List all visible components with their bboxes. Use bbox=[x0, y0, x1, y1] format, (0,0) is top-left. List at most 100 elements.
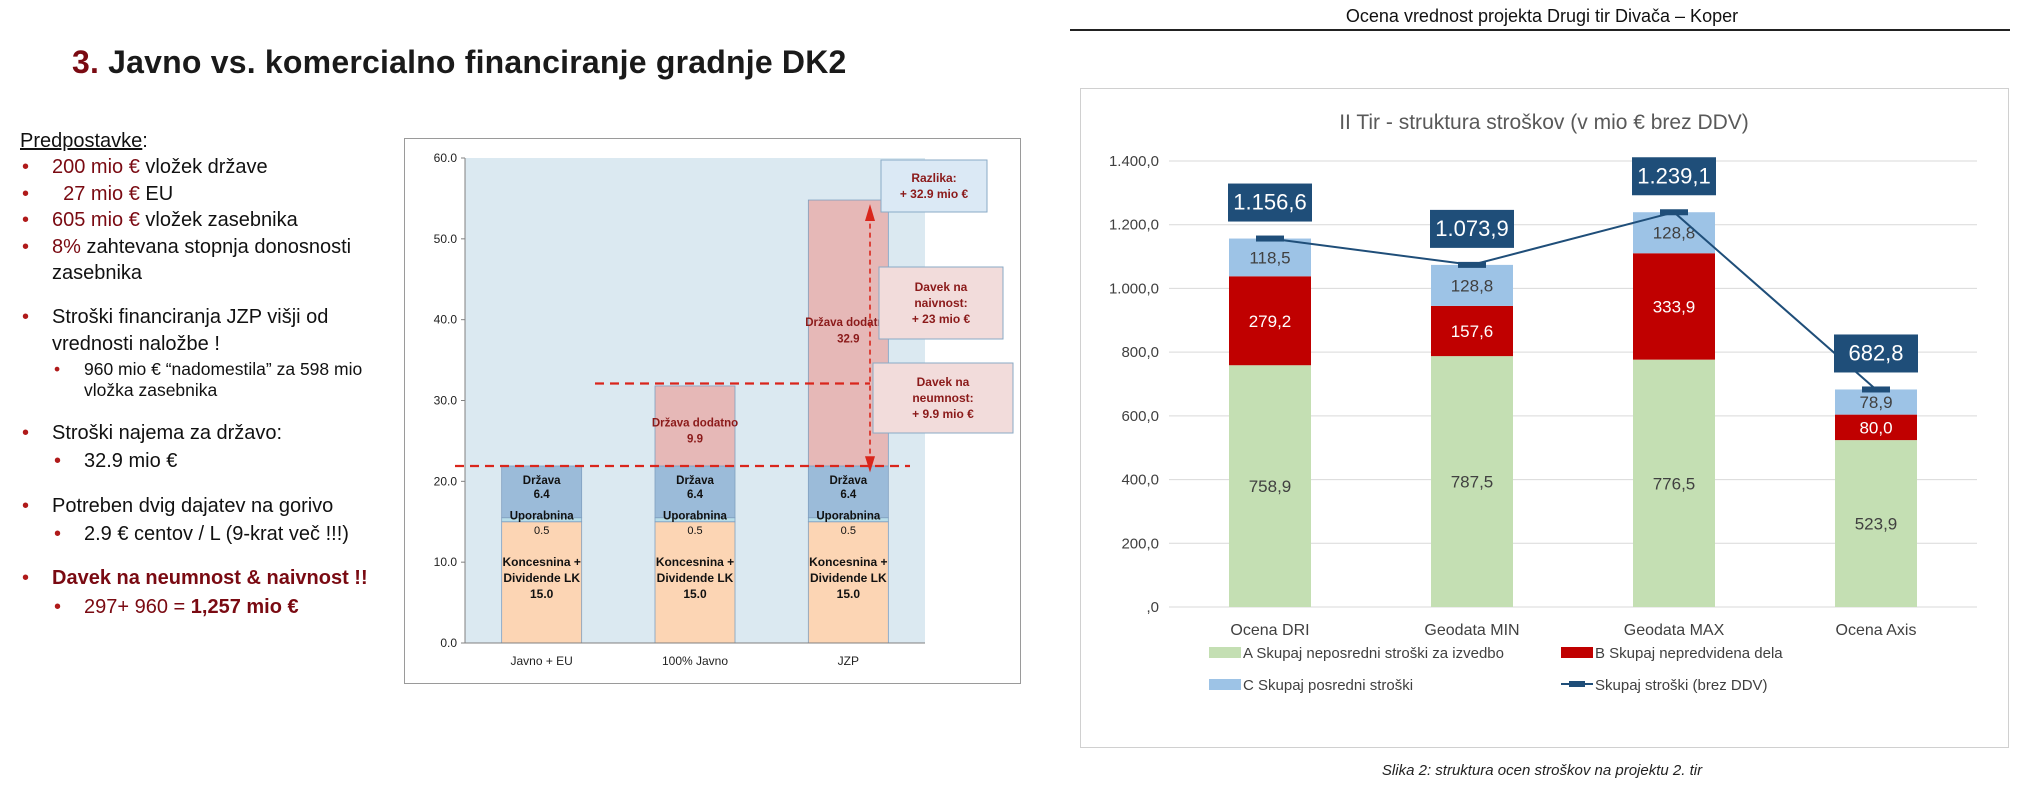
financing-chart: 0.0 10.0 20.0 30.0 40.0 50.0 60.0 Javno + EU 10… bbox=[434, 151, 1014, 668]
bullet-text: EU bbox=[139, 182, 174, 205]
drzava-label: Država bbox=[829, 475, 867, 487]
total-marker bbox=[1458, 261, 1486, 268]
x-category-label: Ocena Axis bbox=[1836, 622, 1917, 639]
drzava-value: 6.4 bbox=[687, 489, 704, 501]
x-category-label: Javno + EU bbox=[510, 654, 572, 668]
segment-value-label: 776,5 bbox=[1653, 474, 1696, 493]
y-tick-label: 30.0 bbox=[434, 394, 458, 408]
y-tick-label: 1.000,0 bbox=[1109, 280, 1159, 297]
legend-item-total-marker bbox=[1569, 681, 1585, 687]
document-header: Ocena vrednost projekta Drugi tir Divača… bbox=[1345, 6, 1739, 26]
bar-segment-b bbox=[1633, 253, 1715, 360]
segment-value-label: 787,5 bbox=[1451, 473, 1494, 492]
legend-item-c-swatch bbox=[1209, 679, 1241, 690]
total-value-label: 1.073,9 bbox=[1435, 216, 1508, 241]
total-value: 1,257 mio € bbox=[190, 595, 299, 618]
y-tick-label: 60.0 bbox=[434, 151, 458, 165]
segment-value-label: 758,9 bbox=[1249, 477, 1292, 496]
annotation-text: Davek na bbox=[917, 375, 970, 389]
dodatno-label: Država dodatno bbox=[652, 417, 738, 429]
assumptions-colon: : bbox=[142, 130, 148, 152]
annotation-text: + 23 mio € bbox=[912, 312, 971, 326]
drzava-label: Država bbox=[676, 475, 714, 487]
bar-segment-c bbox=[1229, 238, 1311, 277]
bullet-return-rate: 8% zahtevana stopnja donosnosti zasebnik… bbox=[20, 234, 415, 287]
legend-item-a-label: A Skupaj neposredni stroški za izvedbo bbox=[1243, 645, 1504, 662]
uporabnina-value: 0.5 bbox=[534, 525, 549, 537]
annotation-stupidity bbox=[872, 362, 1014, 434]
bullet-state-contribution: 200 mio € vložek države bbox=[20, 154, 415, 181]
title-text: Javno vs. komercialno financiranje gradn… bbox=[99, 44, 847, 80]
annotation-text: naivnost: bbox=[914, 296, 967, 310]
segment-value-label: 157,6 bbox=[1451, 322, 1494, 341]
total-value-label: 1.239,1 bbox=[1637, 163, 1710, 188]
x-category-label: Geodata MIN bbox=[1424, 622, 1519, 639]
bullet-text: vložek države bbox=[139, 156, 268, 179]
y-tick-label: 40.0 bbox=[434, 313, 458, 327]
total-value-label: 682,8 bbox=[1848, 340, 1903, 365]
y-tick-label: 1.200,0 bbox=[1109, 217, 1159, 234]
bar-segment-c bbox=[1835, 389, 1917, 415]
drzava-value: 6.4 bbox=[534, 489, 551, 501]
total-prefix: 297+ 960 = bbox=[84, 595, 191, 618]
bullet-eu-contribution: 27 mio € EU bbox=[20, 181, 415, 208]
x-category-label: Geodata MAX bbox=[1624, 622, 1725, 639]
koncesnina-label: Dividende LK bbox=[657, 571, 734, 585]
bar-segment-b bbox=[1431, 305, 1513, 357]
annotation-text: neumnost: bbox=[912, 391, 973, 405]
bullet-amount: 200 mio € bbox=[52, 156, 140, 179]
annotation-naivety bbox=[878, 266, 1004, 340]
koncesnina-value: 15.0 bbox=[530, 587, 554, 601]
arrow-head-down bbox=[865, 456, 875, 473]
total-cost-line bbox=[1269, 211, 1877, 391]
bar-segment-a bbox=[1229, 365, 1311, 607]
legend-item-c-label: C Skupaj posredni stroški bbox=[1243, 677, 1413, 694]
annotation-text: + 9.9 mio € bbox=[912, 407, 974, 421]
bullet-fuel-levy: Potreben dvig dajatev na gorivo 2.9 € ce… bbox=[20, 493, 415, 548]
uporabnina-value: 0.5 bbox=[841, 525, 856, 537]
koncesnina-value: 15.0 bbox=[837, 587, 861, 601]
bullet-text: Potreben dvig dajatev na gorivo bbox=[52, 494, 334, 517]
total-label-box bbox=[1834, 334, 1918, 373]
sub-bullet-lease-amount: 32.9 mio € bbox=[52, 448, 415, 475]
segment-value-label: 128,8 bbox=[1653, 224, 1696, 243]
bullet-lease-costs: Stroški najema za državo: 32.9 mio € bbox=[20, 420, 415, 475]
bullet-financing-costs: Stroški financiranja JZP višji od vredno… bbox=[20, 304, 415, 401]
sub-bullet-fuel-levy: 2.9 € centov / L (9-krat več !!!) bbox=[52, 521, 415, 548]
bullet-text: Davek na neumnost & naivnost !! bbox=[52, 567, 368, 590]
total-label-box bbox=[1430, 209, 1514, 248]
legend-item-b-swatch bbox=[1561, 647, 1593, 658]
bar-segment-b bbox=[1835, 414, 1917, 441]
y-tick-label: 200,0 bbox=[1121, 535, 1159, 552]
koncesnina-value: 15.0 bbox=[683, 587, 707, 601]
koncesnina-label: Dividende LK bbox=[810, 571, 887, 585]
total-marker bbox=[1862, 386, 1890, 393]
y-tick-label: 20.0 bbox=[434, 474, 458, 488]
uporabnina-value: 0.5 bbox=[687, 525, 702, 537]
legend-item-b-label: B Skupaj nepredvidena dela bbox=[1595, 645, 1783, 662]
bar-segment-a bbox=[1431, 356, 1513, 607]
y-tick-label: 800,0 bbox=[1121, 344, 1159, 361]
bullet-tax-on-naivety: Davek na neumnost & naivnost !! 297+ 960… bbox=[20, 565, 415, 620]
x-category-label: 100% Javno bbox=[662, 654, 728, 668]
bullet-text: vložek zasebnika bbox=[139, 209, 298, 232]
y-tick-label: 400,0 bbox=[1121, 472, 1159, 489]
bar-segment-a bbox=[1633, 359, 1715, 607]
koncesnina-label: Koncesnina + bbox=[809, 555, 887, 569]
y-tick-label: 10.0 bbox=[434, 555, 458, 569]
y-tick-label: 600,0 bbox=[1121, 408, 1159, 425]
y-tick-label: 50.0 bbox=[434, 232, 458, 246]
cost-structure-chart: II Tir - struktura stroškov (v mio € bre… bbox=[1109, 111, 1977, 694]
segment-value-label: 128,8 bbox=[1451, 276, 1494, 295]
segment-value-label: 80,0 bbox=[1859, 418, 1892, 437]
bullet-amount: 605 mio € bbox=[52, 209, 140, 232]
drzava-value: 6.4 bbox=[840, 489, 857, 501]
total-marker bbox=[1660, 209, 1688, 216]
arrow-head-up bbox=[865, 204, 875, 222]
drzava-label: Država bbox=[523, 475, 561, 487]
segment-value-label: 523,9 bbox=[1855, 515, 1898, 534]
koncesnina-label: Dividende LK bbox=[503, 571, 580, 585]
bullet-amount: 27 mio € bbox=[52, 182, 140, 205]
header-rule bbox=[1070, 29, 2010, 31]
bar-drzava bbox=[501, 465, 583, 519]
